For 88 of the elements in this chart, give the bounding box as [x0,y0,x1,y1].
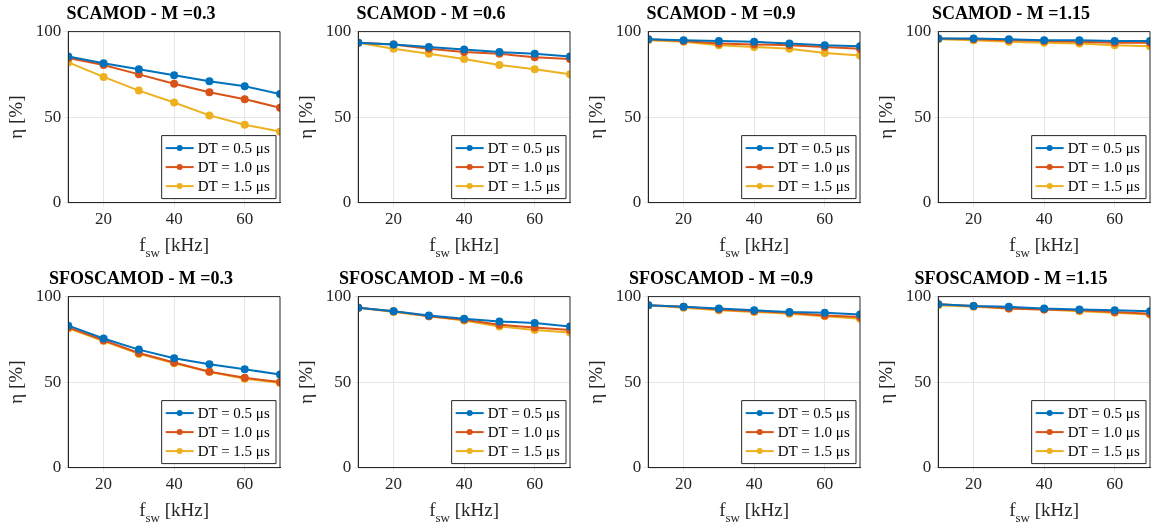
x-tick-label: 60 [816,474,834,494]
legend-label: DT = 0.5 μs [1067,405,1140,422]
legend-label: DT = 0.5 μs [487,140,560,157]
x-tick-label: 60 [236,209,254,229]
x-tick-label: 20 [965,209,983,229]
y-tick-label: 100 [325,21,352,41]
y-tick-label: 100 [905,21,932,41]
legend-label: DT = 1.5 μs [197,178,270,195]
x-tick-label: 20 [95,474,113,494]
legend-label: DT = 1.0 μs [777,424,850,441]
y-tick-label: 0 [52,192,62,212]
x-tick-label: 40 [455,209,473,229]
x-tick-label: 60 [526,474,544,494]
legend-label: DT = 1.5 μs [487,178,560,195]
x-tick-label: 40 [165,474,183,494]
y-tick-label: 0 [632,192,642,212]
y-tick-label: 50 [44,371,62,391]
y-axis-title: η [%] [5,360,27,404]
x-tick-label: 20 [675,209,693,229]
legend-label: DT = 1.0 μs [197,159,270,176]
y-axis-title: η [%] [875,360,897,404]
x-tick-label: 40 [745,474,763,494]
x-tick-label: 20 [675,474,693,494]
legend-label: DT = 1.5 μs [487,443,560,460]
y-tick-label: 50 [334,106,352,126]
chart-title: SCAMOD - M =0.3 [66,3,216,24]
y-tick-label: 50 [914,106,932,126]
x-tick-label: 60 [1106,209,1124,229]
y-tick-label: 100 [325,286,352,306]
legend-label: DT = 1.5 μs [1067,443,1140,460]
x-tick-label: 60 [526,209,544,229]
legend-label: DT = 0.5 μs [1067,140,1140,157]
x-tick-label: 20 [385,474,403,494]
legend-label: DT = 1.5 μs [1067,178,1140,195]
x-tick-label: 40 [165,209,183,229]
legend-label: DT = 1.0 μs [197,424,270,441]
y-axis-title: η [%] [295,360,317,404]
legend-label: DT = 0.5 μs [487,405,560,422]
x-tick-label: 20 [965,474,983,494]
chart-title: SFOSCAMOD - M =0.3 [48,268,234,289]
y-tick-label: 50 [44,106,62,126]
legend-label: DT = 1.5 μs [197,443,270,460]
chart-title: SCAMOD - M =1.15 [931,3,1091,24]
x-tick-label: 40 [1035,474,1053,494]
legend-label: DT = 1.5 μs [777,178,850,195]
legend-label: DT = 1.0 μs [1067,159,1140,176]
x-tick-label: 40 [1035,209,1053,229]
y-tick-label: 100 [615,21,642,41]
chart-title: SFOSCAMOD - M =1.15 [914,268,1108,289]
chart-title: SCAMOD - M =0.6 [356,3,506,24]
legend-label: DT = 0.5 μs [197,405,270,422]
x-tick-label: 20 [385,209,403,229]
y-tick-label: 0 [52,457,62,477]
legend-label: DT = 1.0 μs [487,424,560,441]
y-tick-label: 50 [624,371,642,391]
y-axis-title: η [%] [5,95,27,139]
y-tick-label: 0 [922,457,932,477]
legend-label: DT = 0.5 μs [777,405,850,422]
chart-title: SFOSCAMOD - M =0.6 [338,268,524,289]
y-tick-label: 50 [624,106,642,126]
legend-label: DT = 1.0 μs [487,159,560,176]
legend-label: DT = 0.5 μs [197,140,270,157]
y-tick-label: 0 [632,457,642,477]
chart-title: SCAMOD - M =0.9 [646,3,796,24]
y-tick-label: 100 [615,286,642,306]
legend-label: DT = 0.5 μs [777,140,850,157]
chart-title: SFOSCAMOD - M =0.9 [628,268,814,289]
y-tick-label: 0 [922,192,932,212]
legend-label: DT = 1.5 μs [777,443,850,460]
x-tick-label: 60 [1106,474,1124,494]
y-tick-label: 0 [342,457,352,477]
y-axis-title: η [%] [585,360,607,404]
y-tick-label: 50 [334,371,352,391]
y-axis-title: η [%] [295,95,317,139]
legend-label: DT = 1.0 μs [1067,424,1140,441]
y-axis-title: η [%] [875,95,897,139]
y-tick-label: 100 [35,21,62,41]
y-tick-label: 100 [35,286,62,306]
y-axis-title: η [%] [585,95,607,139]
x-tick-label: 40 [455,474,473,494]
x-tick-label: 20 [95,209,113,229]
x-tick-label: 40 [745,209,763,229]
x-tick-label: 60 [236,474,254,494]
legend-label: DT = 1.0 μs [777,159,850,176]
y-tick-label: 0 [342,192,352,212]
y-tick-label: 50 [914,371,932,391]
y-tick-label: 100 [905,286,932,306]
x-tick-label: 60 [816,209,834,229]
